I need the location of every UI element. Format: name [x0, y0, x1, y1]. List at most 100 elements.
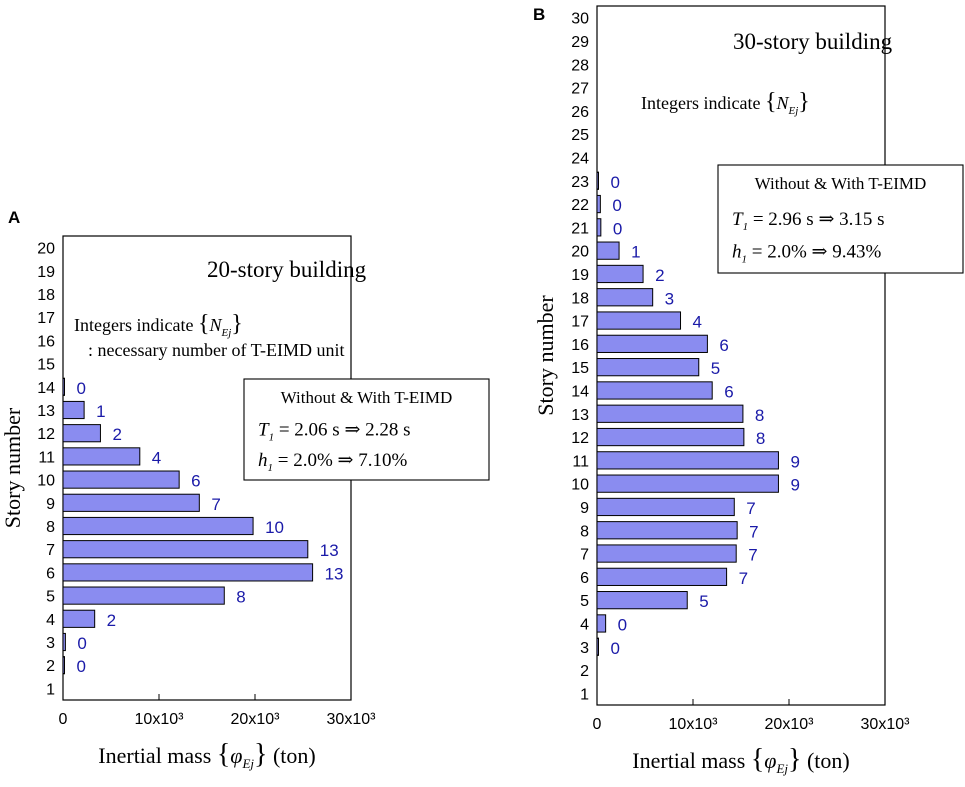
y-tick-label: 20 — [37, 241, 55, 258]
bar-count-label: 5 — [699, 592, 708, 611]
y-tick-label: 1 — [580, 686, 589, 703]
bar-story-19 — [596, 264, 644, 284]
bar-count-label: 7 — [748, 546, 757, 565]
bar-story-22 — [596, 194, 601, 214]
y-tick-label: 3 — [580, 640, 589, 657]
bar-story-23 — [596, 171, 599, 190]
y-tick-label: 18 — [37, 287, 55, 304]
y-tick-label: 29 — [571, 34, 589, 51]
y-tick-label: 4 — [46, 612, 55, 629]
legend-damping-row: h1 = 2.0% ⇒ 7.10% — [258, 450, 407, 474]
x-tick-label: 0 — [59, 711, 68, 728]
legend-frame — [717, 164, 964, 274]
bar-story-13 — [596, 404, 744, 423]
bar-count-label: 7 — [749, 522, 758, 541]
bar-count-label: 10 — [265, 518, 284, 537]
y-tick-label: 9 — [46, 496, 55, 513]
bar-count-label: 3 — [665, 289, 674, 308]
y-tick-label: 10 — [37, 473, 55, 490]
chart-title: 20-story building — [207, 257, 367, 282]
y-tick-label: 2 — [580, 663, 589, 680]
bar-story-8 — [62, 516, 254, 536]
y-tick-label: 16 — [571, 337, 589, 354]
y-tick-label: 16 — [37, 333, 55, 350]
bar-story-3 — [596, 637, 599, 656]
y-tick-label: 9 — [580, 500, 589, 517]
y-tick-label: 30 — [571, 11, 589, 28]
y-tick-label: 24 — [571, 150, 589, 167]
y-tick-label: 28 — [571, 57, 589, 74]
bar-count-label: 6 — [191, 472, 200, 491]
y-tick-label: 19 — [37, 264, 55, 281]
y-tick-label: 4 — [580, 616, 589, 633]
bar-story-17 — [596, 311, 682, 330]
y-tick-label: 11 — [38, 449, 55, 466]
y-tick-label: 19 — [571, 267, 589, 284]
x-tick-label: 30x10³ — [327, 711, 377, 728]
bar-story-12 — [596, 427, 745, 447]
panel-label: B — [533, 5, 545, 24]
bar-story-3 — [62, 632, 66, 652]
x-tick-label: 10x10³ — [135, 711, 185, 728]
bar-story-14 — [62, 377, 65, 396]
bar-count-label: 2 — [112, 425, 121, 444]
bar-count-label: 9 — [790, 452, 799, 471]
bar-story-6 — [62, 563, 314, 582]
bar-count-label: 4 — [152, 448, 161, 467]
y-tick-label: 12 — [37, 426, 55, 443]
bar-story-10 — [596, 474, 779, 493]
legend-box: Without & With T-EIMD T1 = 2.06 s ⇒ 2.28 … — [243, 378, 490, 481]
bar-count-label: 0 — [612, 196, 621, 215]
chart-title: 30-story building — [733, 29, 893, 54]
bar-story-21 — [596, 218, 602, 237]
bar-count-label: 13 — [320, 541, 339, 560]
note-text: Integers indicate {NEj} — [74, 311, 243, 339]
y-tick-label: 18 — [571, 290, 589, 307]
x-tick-label: 30x10³ — [861, 716, 911, 733]
y-tick-label: 15 — [571, 360, 589, 377]
bar-count-label: 8 — [236, 588, 245, 607]
plot-frame — [596, 5, 886, 706]
legend-period-row: T1 = 2.06 s ⇒ 2.28 s — [258, 420, 411, 444]
y-tick-label: 6 — [580, 570, 589, 587]
bar-story-4 — [62, 609, 96, 628]
bar-count-label: 7 — [739, 569, 748, 588]
y-tick-label: 17 — [37, 310, 55, 327]
bar-story-6 — [596, 567, 728, 586]
bar-story-5 — [62, 586, 225, 605]
y-tick-label: 3 — [46, 635, 55, 652]
bar-count-label: 0 — [611, 173, 620, 192]
x-tick-label: 20x10³ — [765, 716, 815, 733]
bar-count-label: 0 — [77, 657, 86, 676]
note-text: Integers indicate {NEj} — [641, 89, 810, 117]
y-tick-label: 2 — [46, 658, 55, 675]
bar-story-15 — [596, 358, 700, 377]
y-tick-label: 15 — [37, 357, 55, 374]
bar-count-label: 5 — [711, 359, 720, 378]
y-tick-label: 8 — [46, 519, 55, 536]
bar-count-label: 2 — [107, 611, 116, 630]
bar-count-label: 0 — [77, 634, 86, 653]
y-tick-label: 7 — [46, 542, 55, 559]
bar-story-2 — [62, 656, 65, 675]
legend-title: Without & With T-EIMD — [281, 388, 453, 407]
x-axis-label: Inertial mass {φEj} (ton) — [632, 744, 849, 776]
bar-count-label: 7 — [746, 499, 755, 518]
y-tick-label: 5 — [46, 589, 55, 606]
y-tick-label: 25 — [571, 127, 589, 144]
y-tick-label: 12 — [571, 430, 589, 447]
legend-title: Without & With T-EIMD — [755, 174, 927, 193]
y-tick-label: 6 — [46, 565, 55, 582]
bar-story-14 — [596, 381, 713, 400]
bar-count-label: 0 — [613, 219, 622, 238]
y-tick-label: 7 — [580, 547, 589, 564]
bar-count-label: 2 — [655, 266, 664, 285]
y-tick-label: 22 — [571, 197, 589, 214]
y-axis-label: Story number — [533, 295, 558, 416]
bar-count-label: 7 — [211, 495, 220, 514]
y-tick-label: 27 — [571, 81, 589, 98]
legend-frame — [243, 378, 490, 481]
y-tick-label: 26 — [571, 104, 589, 121]
y-tick-label: 20 — [571, 244, 589, 261]
